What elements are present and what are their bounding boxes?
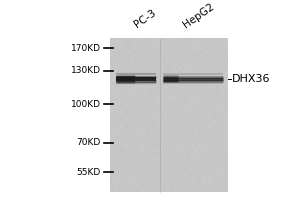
- Text: 130KD: 130KD: [71, 66, 101, 75]
- Text: 55KD: 55KD: [76, 168, 101, 177]
- Text: DHX36: DHX36: [232, 74, 271, 84]
- Text: 70KD: 70KD: [76, 138, 101, 147]
- Text: HepG2: HepG2: [182, 1, 216, 30]
- Text: PC-3: PC-3: [132, 8, 158, 30]
- Text: 170KD: 170KD: [71, 44, 101, 53]
- Text: 100KD: 100KD: [71, 100, 101, 109]
